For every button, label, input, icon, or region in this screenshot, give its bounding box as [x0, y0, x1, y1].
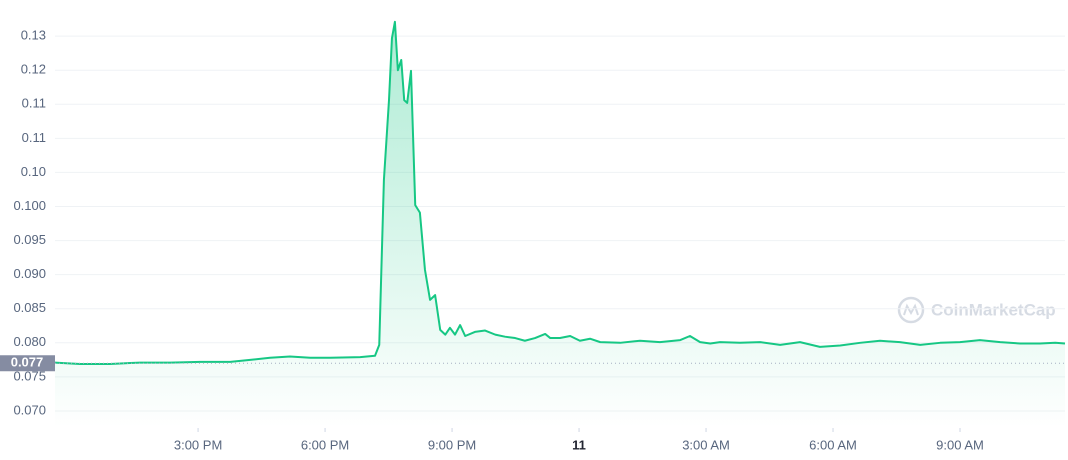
- y-tick-label: 0.075: [13, 368, 46, 383]
- y-tick-label: 0.085: [13, 300, 46, 315]
- y-tick-label: 0.11: [22, 96, 46, 111]
- watermark: CoinMarketCap: [897, 296, 1056, 324]
- x-tick-label: 9:00 AM: [936, 437, 984, 452]
- price-marker-box: [0, 355, 55, 372]
- x-tick-label: 6:00 AM: [809, 437, 857, 452]
- watermark-text: CoinMarketCap: [931, 300, 1056, 319]
- y-tick-label: 0.095: [13, 232, 46, 247]
- x-tick-label: 3:00 AM: [682, 437, 730, 452]
- x-tick-label: 9:00 PM: [428, 437, 476, 452]
- y-tick-label: 0.12: [21, 62, 46, 77]
- x-tick-label: 6:00 PM: [301, 437, 349, 452]
- price-marker-label: 0.077: [11, 355, 44, 370]
- price-line: [54, 20, 1066, 365]
- y-tick-label: 0.10: [21, 164, 46, 179]
- y-tick-label: 0.070: [13, 402, 46, 417]
- y-tick-label: 0.13: [21, 28, 46, 43]
- area: [55, 21, 1065, 429]
- x-tick-label: 11: [572, 437, 586, 452]
- x-tick-label: 3:00 PM: [174, 437, 222, 452]
- y-tick-label: 0.100: [13, 198, 46, 213]
- y-tick-label: 0.090: [13, 266, 46, 281]
- y-tick-label: 0.080: [13, 334, 46, 349]
- y-tick-label: 0.11: [22, 130, 46, 145]
